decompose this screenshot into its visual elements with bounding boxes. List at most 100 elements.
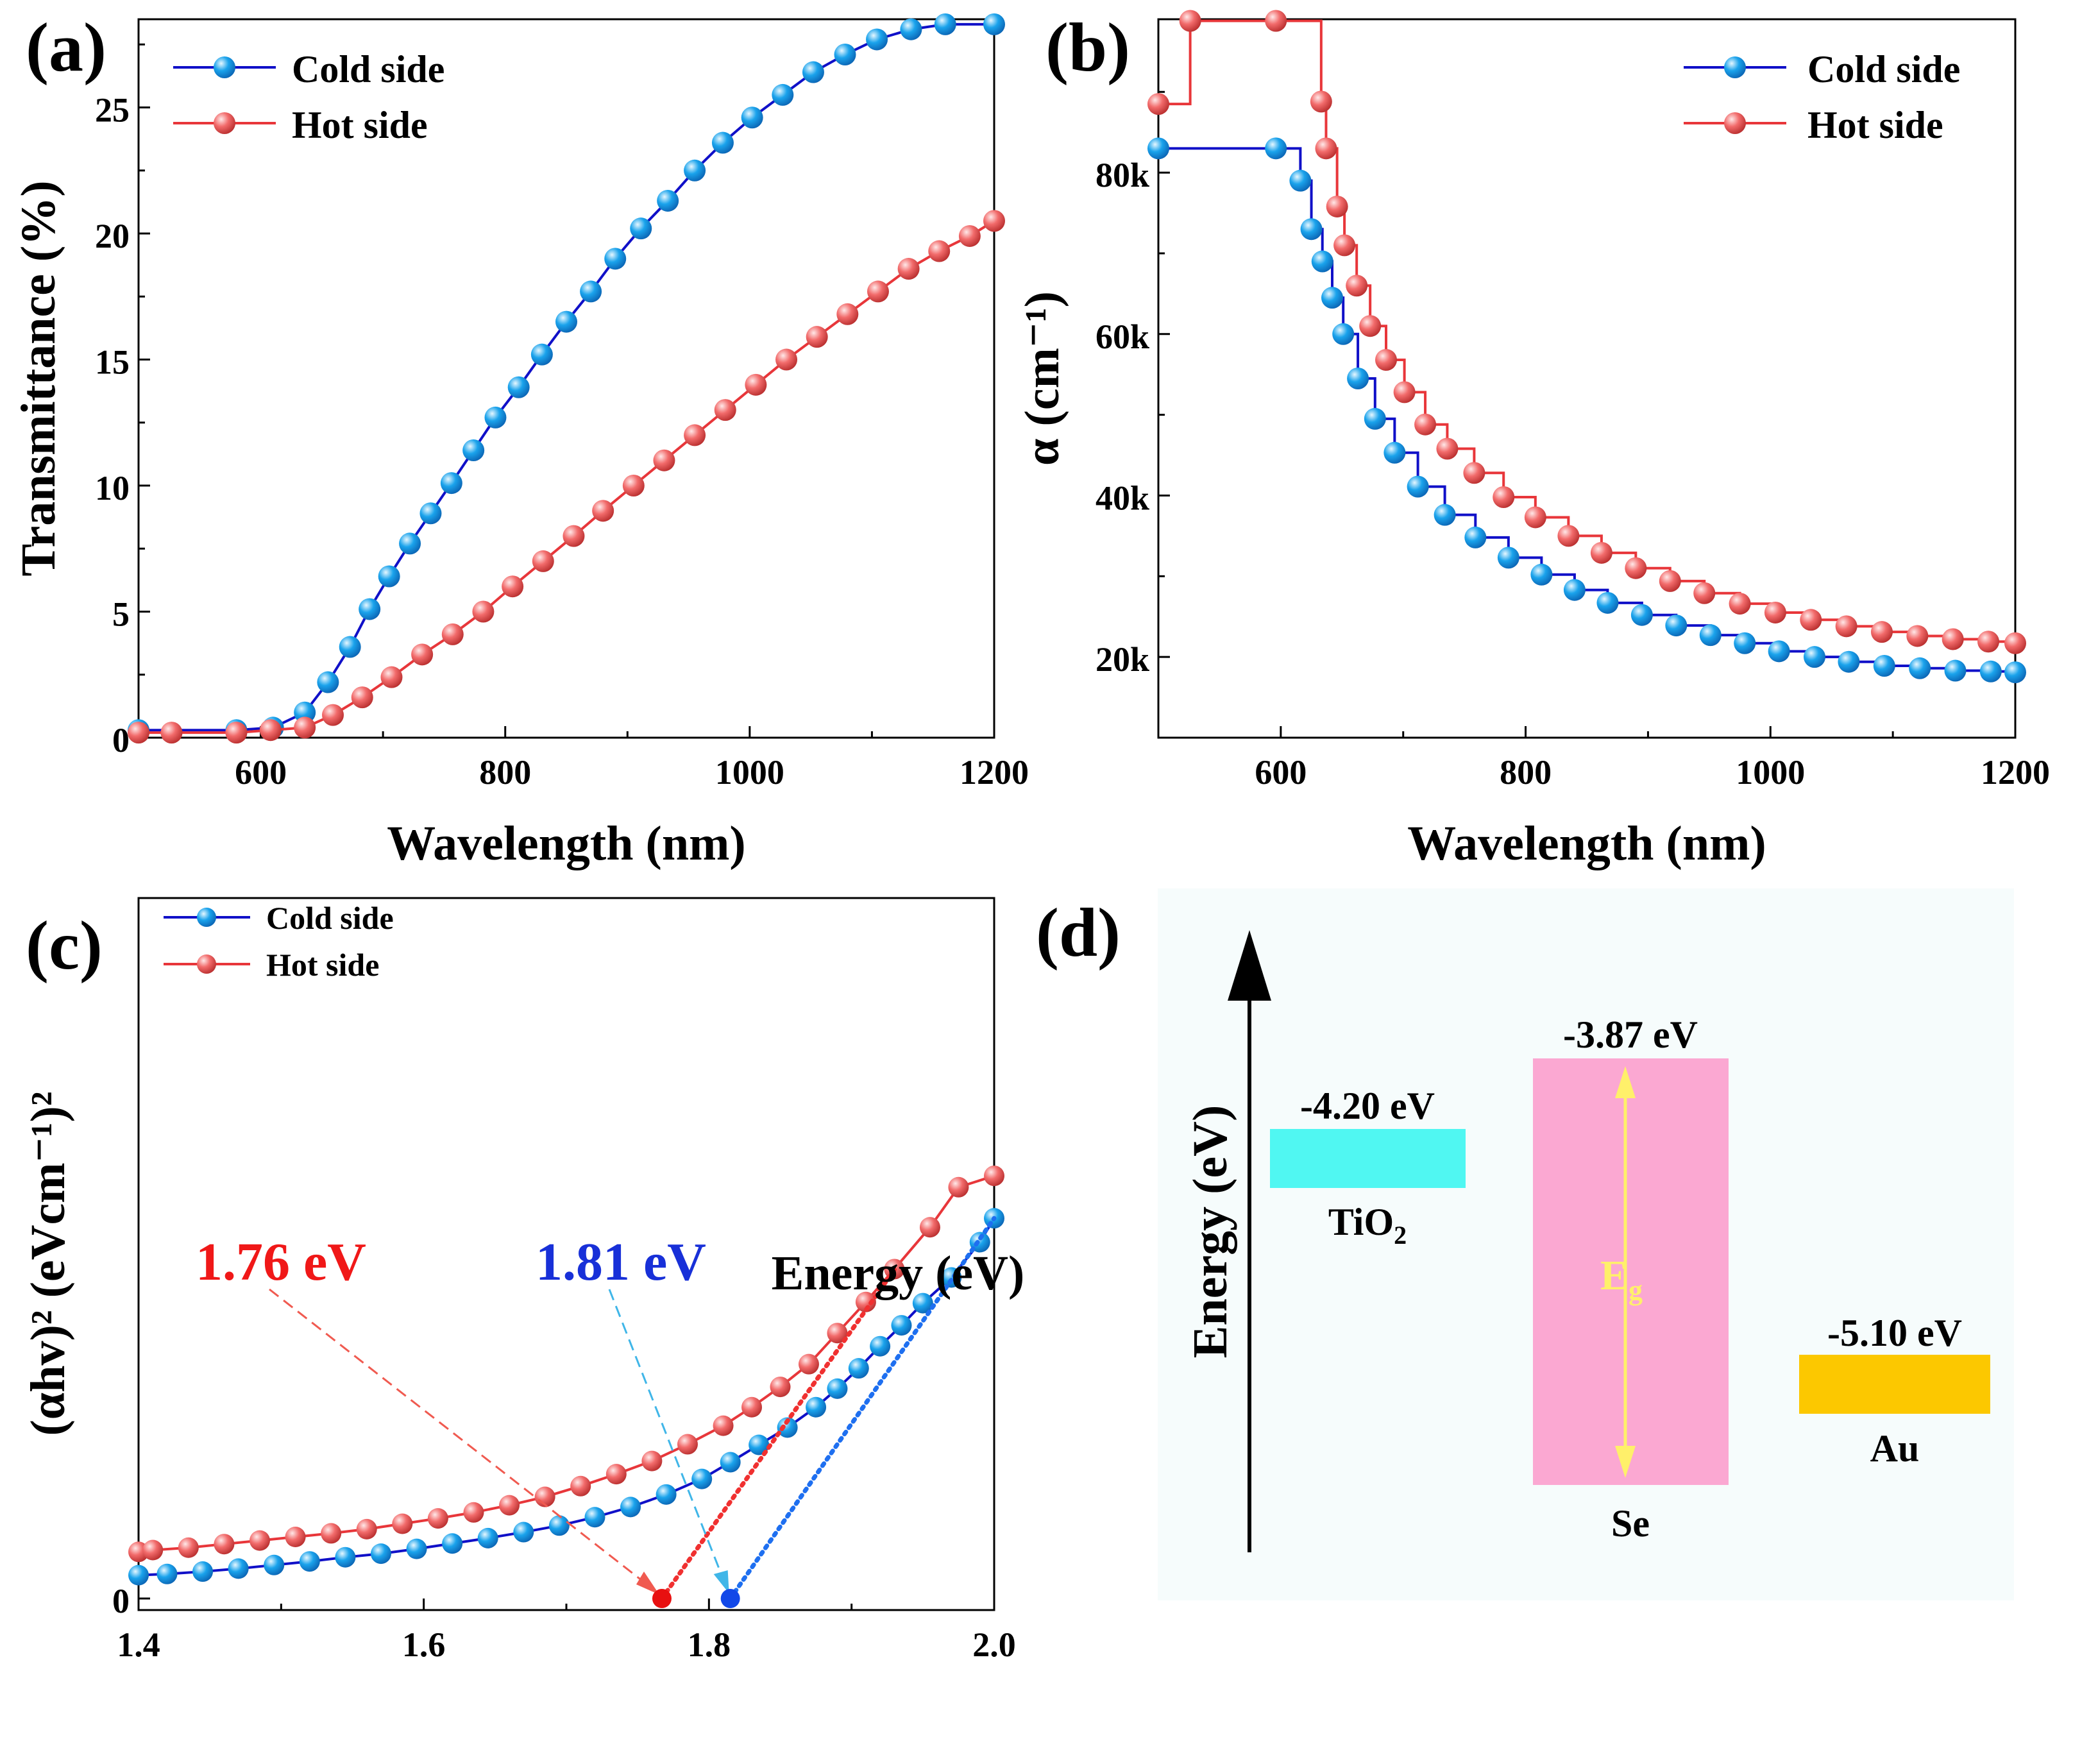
cold-side-point [359, 598, 381, 620]
se-band [1533, 1058, 1729, 1485]
cold-side-point [419, 502, 442, 525]
hot-side-point [294, 717, 316, 739]
hot-side-point [499, 1495, 520, 1516]
x-tick-label: 1.4 [117, 1625, 160, 1664]
panel-c-tauc-plot: (c) 1.4 1.6 1.8 2.0 0 Energy (eV) (αhv)² (eV… [21, 897, 1024, 1664]
hot-side-point [1393, 381, 1416, 403]
panel-b-absorption-chart: (b) 600 800 1000 1200 20k 40k 60k 80k Wavelengt… [1015, 10, 2050, 870]
cold-side-point [370, 1543, 391, 1565]
cold-side-point [848, 1358, 869, 1379]
hot-side-point [128, 722, 149, 744]
cold-side-point [1768, 640, 1790, 663]
cold-side-point [1434, 504, 1456, 526]
panel-a-ticks: 600 800 1000 1200 0 5 10 15 20 25 [95, 43, 1029, 792]
cold-side-point [513, 1522, 534, 1543]
cold-side-point [555, 310, 577, 333]
hot-side-point [427, 1508, 448, 1529]
cold-side-point [339, 636, 361, 658]
cold-side-point [1364, 407, 1386, 430]
legend-hot-label: Hot side [1807, 104, 1943, 146]
panel-b-label: (b) [1045, 10, 1130, 86]
hot-side-point [919, 1217, 940, 1238]
y-tick-label: 60k [1096, 318, 1149, 356]
y-tick-label: 40k [1096, 479, 1149, 517]
hot-side-point [983, 210, 1005, 232]
cold-side-point [192, 1561, 214, 1582]
hot-side-point [958, 225, 981, 247]
x-tick-label: 1000 [715, 753, 784, 792]
hot-side-line [139, 219, 995, 734]
x-tick-label: 2.0 [972, 1625, 1016, 1664]
panel-b-series [1147, 10, 2026, 684]
cold-side-point [1734, 632, 1756, 654]
cold-side-line [139, 22, 994, 732]
hot-side-point [1557, 525, 1580, 547]
hot-side-point [1729, 593, 1751, 615]
cold-side-point [691, 1468, 713, 1489]
cold-side-point [1665, 615, 1688, 637]
cold-side-point [656, 1484, 677, 1505]
panel-c-legend: Cold side Hot side [164, 900, 394, 983]
cold-side-point [1383, 441, 1406, 464]
cold-side-point [834, 44, 856, 66]
hot-side-point [1870, 621, 1893, 643]
hot-side-point [411, 643, 434, 666]
panel-a-frame [137, 18, 995, 739]
cold-side-point [1311, 250, 1333, 273]
y-tick-label: 15 [95, 343, 130, 382]
hot-side-point [1414, 413, 1437, 436]
cold-side-point [934, 13, 956, 35]
cold-side-point [827, 1378, 848, 1399]
cold-side-point [1265, 137, 1287, 160]
hot-side-point [1147, 93, 1169, 115]
cold-side-point [806, 1396, 827, 1418]
cold-side-point [1147, 137, 1169, 160]
hot-side-point [1590, 541, 1612, 564]
hot-side-point [502, 575, 524, 598]
cold-side-point [749, 1434, 770, 1455]
cold-side-point [484, 406, 507, 428]
hot-side-point [532, 550, 554, 572]
tio2-energy-value: -4.20 eV [1300, 1085, 1435, 1127]
cold-side-point [1289, 169, 1312, 192]
hot-side-point [897, 258, 920, 280]
cold-side-point [866, 28, 888, 51]
hot-side-point [570, 1475, 591, 1497]
annotation-blue-bandgap: 1.81 eV [536, 1232, 706, 1292]
y-tick-label: 80k [1096, 156, 1149, 194]
cold-side-point [1530, 563, 1553, 586]
hot-side-point [2004, 632, 2026, 654]
cold-side-point [2004, 661, 2026, 684]
hot-side-point [1835, 615, 1857, 638]
hot-side-point [322, 704, 344, 726]
cold-side-point [1407, 475, 1429, 498]
cold-side-point [1332, 323, 1355, 345]
cold-side-point [1699, 624, 1722, 647]
hot-side-point [1800, 609, 1822, 631]
hot-side-point [855, 1291, 876, 1312]
au-band [1799, 1355, 1990, 1414]
hot-side-point [928, 240, 951, 262]
cold-side-point [462, 439, 485, 461]
y-tick-label: 25 [95, 91, 130, 130]
hot-side-point [142, 1539, 164, 1561]
cold-side-point [530, 343, 553, 366]
hot-side-point [1942, 628, 1964, 650]
tio2-subscript: 2 [1394, 1221, 1407, 1250]
hot-side-point [1659, 570, 1681, 592]
red-intercept-point [652, 1589, 672, 1608]
legend-cold-marker [214, 56, 235, 78]
cold-side-point [620, 1497, 641, 1518]
panel-a-label: (a) [26, 10, 106, 86]
legend-hot-marker [214, 112, 235, 134]
cold-side-point [477, 1527, 498, 1548]
cold-side-point [299, 1551, 320, 1572]
cold-side-point [1464, 526, 1487, 548]
energy-axis-arrowhead-icon [1228, 930, 1271, 1001]
cold-side-point [1347, 368, 1369, 389]
x-tick-label: 1200 [960, 753, 1029, 792]
legend-cold-marker [197, 908, 216, 927]
hot-side-point [351, 686, 373, 709]
x-tick-label: 1200 [1981, 753, 2050, 792]
